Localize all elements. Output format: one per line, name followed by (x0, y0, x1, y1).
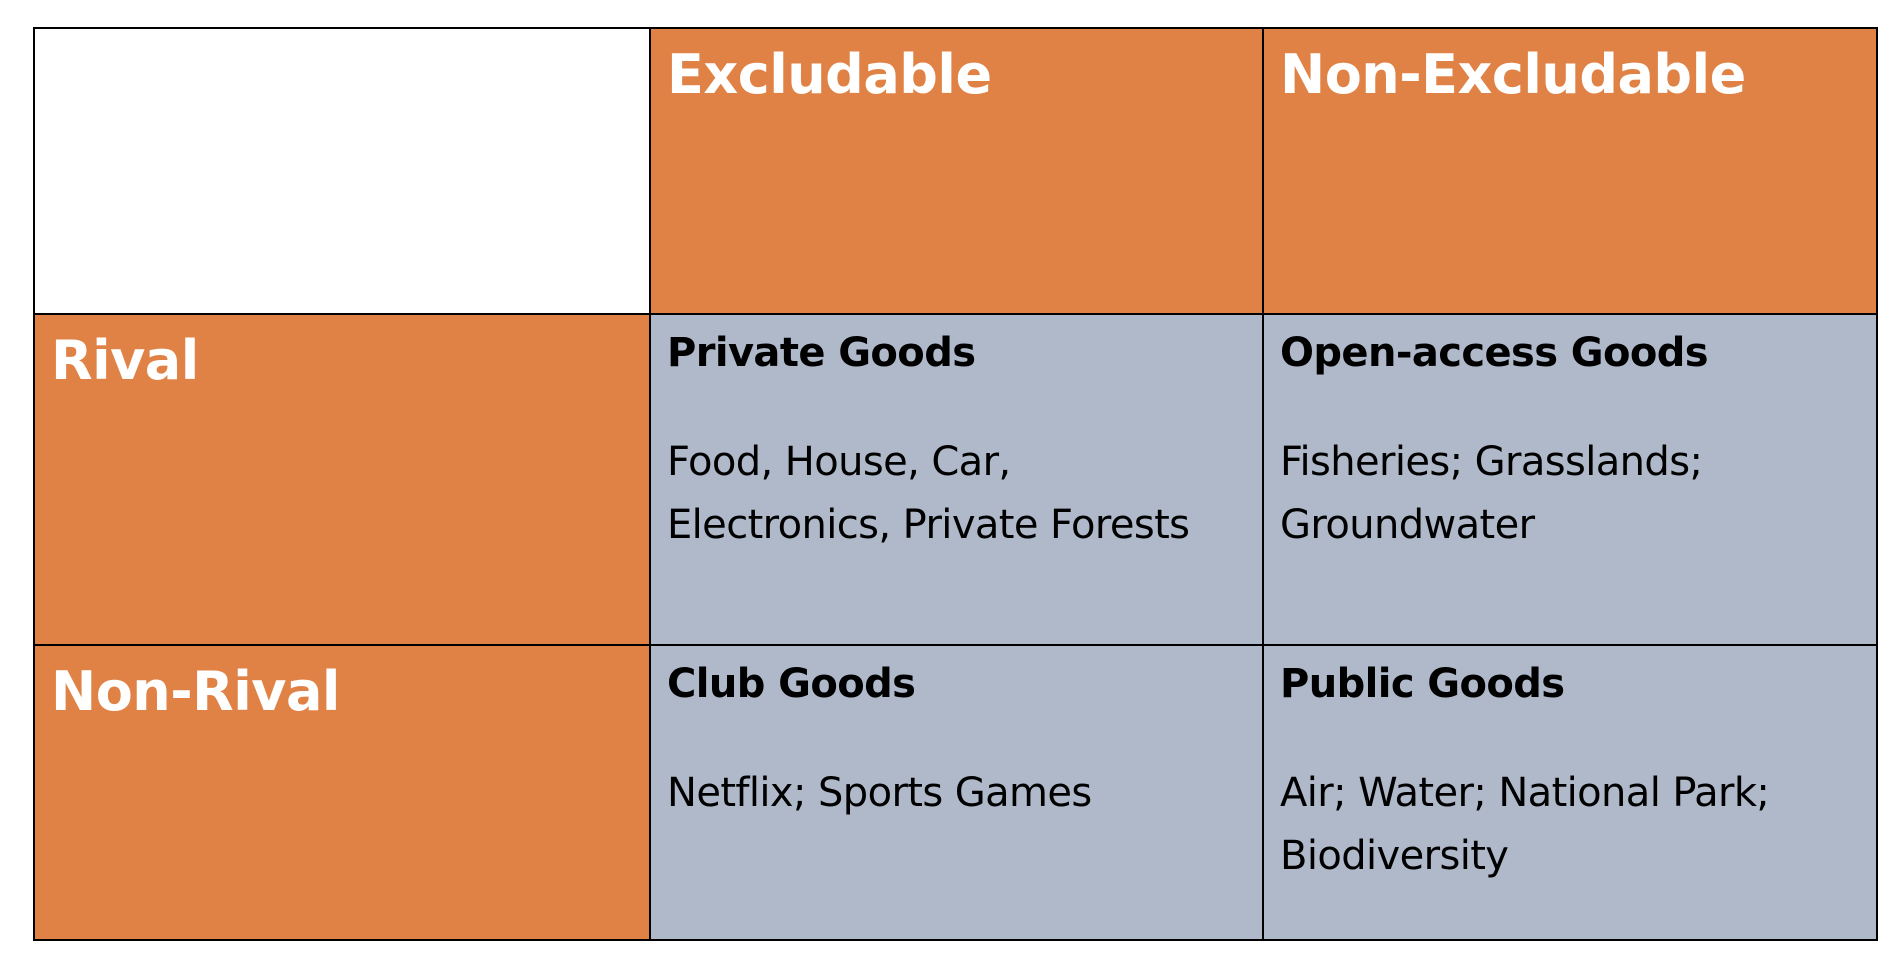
table-row-non-rival: Non-Rival Club Goods Netflix; Sports Gam… (33, 644, 1878, 941)
row-label-non-rival: Non-Rival (51, 660, 340, 723)
row-header-cell-rival: Rival (33, 313, 651, 646)
club-goods-example-line-1: Netflix; Sports Games (667, 770, 1092, 816)
private-goods-examples: Food, House, Car, Electronics, Private F… (667, 431, 1246, 557)
cell-club-goods: Club Goods Netflix; Sports Games (649, 644, 1264, 941)
row-label-rival: Rival (51, 329, 199, 392)
open-access-goods-example-line-2: Groundwater (1280, 502, 1535, 549)
open-access-goods-title: Open-access Goods (1280, 330, 1709, 376)
private-goods-title: Private Goods (667, 330, 976, 376)
public-goods-examples: Air; Water; National Park; Biodiversity (1280, 762, 1860, 888)
cell-public-goods: Public Goods Air; Water; National Park; … (1262, 644, 1878, 941)
header-cell-non-excludable: Non-Excludable (1262, 27, 1878, 315)
public-goods-example-line-1: Air; Water; National Park; (1280, 770, 1770, 816)
cell-private-goods: Private Goods Food, House, Car, Electron… (649, 313, 1264, 646)
row-header-cell-non-rival: Non-Rival (33, 644, 651, 941)
corner-cell (33, 27, 651, 315)
private-goods-example-line-2: Electronics, Private Forests (667, 502, 1190, 549)
cell-open-access-goods: Open-access Goods Fisheries; Grasslands;… (1262, 313, 1878, 646)
public-goods-title: Public Goods (1280, 661, 1565, 707)
column-header-excludable: Excludable (667, 43, 992, 106)
header-row: Excludable Non-Excludable (33, 27, 1878, 315)
club-goods-title: Club Goods (667, 661, 916, 707)
club-goods-examples: Netflix; Sports Games (667, 762, 1246, 825)
open-access-goods-example-line-1: Fisheries; Grasslands; (1280, 439, 1703, 485)
open-access-goods-examples: Fisheries; Grasslands; Groundwater (1280, 431, 1860, 557)
goods-classification-table: Excludable Non-Excludable Rival Private … (33, 27, 1878, 941)
private-goods-example-line-1: Food, House, Car, (667, 439, 1011, 485)
header-cell-excludable: Excludable (649, 27, 1264, 315)
column-header-non-excludable: Non-Excludable (1280, 43, 1746, 106)
public-goods-example-line-2: Biodiversity (1280, 833, 1509, 880)
table-row-rival: Rival Private Goods Food, House, Car, El… (33, 313, 1878, 646)
